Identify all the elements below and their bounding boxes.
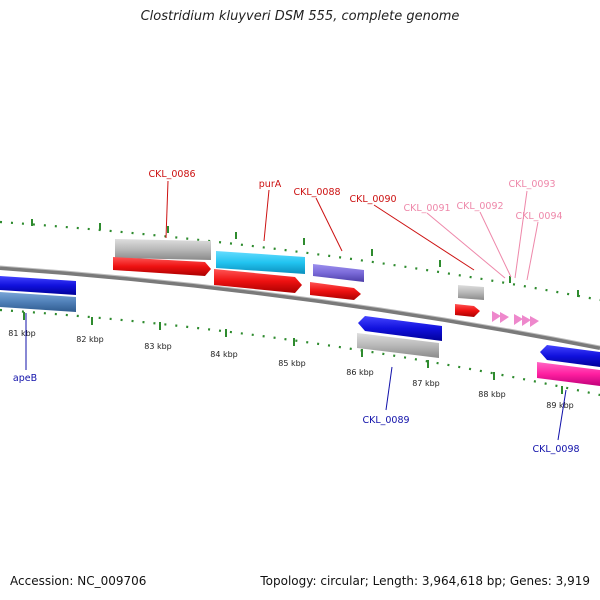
cds-arrow-ckl-0091[interactable] <box>492 311 501 322</box>
cds-arrow-ckl-0088[interactable] <box>310 282 361 300</box>
gene-label-ckl-0088[interactable]: CKL_0088 <box>293 187 340 198</box>
gene-bar-ckl-0098[interactable] <box>537 362 600 386</box>
small-gene-arrows <box>492 311 539 327</box>
scale-label: 88 kbp <box>478 390 506 399</box>
callout-line-ckl-0090 <box>373 204 475 271</box>
gene-label-ckl-0094[interactable]: CKL_0094 <box>515 211 562 222</box>
genome-backbone <box>0 266 600 350</box>
gene-bar-apeb[interactable] <box>0 292 76 312</box>
gene-label-ckl-0092[interactable]: CKL_0092 <box>456 201 503 212</box>
ruler-outer-major-ticks <box>31 219 579 297</box>
callout-line-ckl-0093 <box>514 190 528 279</box>
cds-arrow-apeb[interactable] <box>0 276 76 295</box>
cds-arrow-pura[interactable] <box>214 269 302 293</box>
callout-line-pura <box>263 189 270 242</box>
cds-arrow-ckl-0089[interactable] <box>358 316 442 341</box>
cds-arrow-ckl-0094[interactable] <box>522 315 531 326</box>
accession-label: Accession: NC_009706 <box>10 574 147 588</box>
scale-label: 81 kbp <box>8 329 36 338</box>
map-title: Clostridium kluyveri DSM 555, complete g… <box>140 9 460 24</box>
cds-arrow-ckl-0090[interactable] <box>455 304 480 317</box>
cds-arrow-ckl-0098[interactable] <box>540 345 600 367</box>
cds-arrow-ckl-0093[interactable] <box>514 314 523 325</box>
scale-label: 87 kbp <box>412 379 440 388</box>
gene-bar-pura[interactable] <box>216 251 305 274</box>
scale-label: 82 kbp <box>76 335 104 344</box>
gene-bar-ckl-0090[interactable] <box>458 285 484 300</box>
gene-bar-ckl-0089[interactable] <box>357 333 439 358</box>
ruler-inner <box>0 308 600 397</box>
callout-line-ckl-0089 <box>385 366 393 411</box>
gene-label-ckl-0098[interactable]: CKL_0098 <box>532 444 579 455</box>
topology-summary: Topology: circular; Length: 3,964,618 bp… <box>260 574 590 588</box>
callout-line-ckl-0088 <box>315 197 343 252</box>
callout-line-ckl-0098 <box>557 389 567 441</box>
gene-label-ckl-0089[interactable]: CKL_0089 <box>362 415 409 426</box>
scale-label: 84 kbp <box>210 350 238 359</box>
scale-label: 86 kbp <box>346 368 374 377</box>
callout-lines <box>25 180 567 441</box>
gene-label-apeb[interactable]: apeB <box>13 373 37 384</box>
gene-label-ckl-0093[interactable]: CKL_0093 <box>508 179 555 190</box>
callout-line-ckl-0092 <box>479 211 512 278</box>
scale-label: 83 kbp <box>144 342 172 351</box>
cds-arrow-ckl-0094b[interactable] <box>530 316 539 327</box>
scale-label: 89 kbp <box>546 401 574 410</box>
gene-bar-ckl-0086[interactable] <box>115 239 211 260</box>
gene-label-ckl-0091[interactable]: CKL_0091 <box>403 203 450 214</box>
gene-bar-ckl-0088[interactable] <box>313 264 364 282</box>
genome-backbone-highlight <box>0 265 600 347</box>
gene-label-ckl-0090[interactable]: CKL_0090 <box>349 194 396 205</box>
scale-labels: 81 kbp 82 kbp 83 kbp 84 kbp 85 kbp 86 kb… <box>8 329 574 410</box>
cds-arrow-ckl-0086[interactable] <box>113 257 211 276</box>
callout-line-ckl-0094 <box>526 221 539 281</box>
callout-line-ckl-0091 <box>426 212 506 279</box>
callout-line-ckl-0086 <box>165 180 169 239</box>
gene-labels: CKL_0086 purA CKL_0088 CKL_0090 CKL_0091… <box>13 169 580 455</box>
gene-label-pura[interactable]: purA <box>259 179 282 190</box>
ruler-inner-major-ticks <box>23 312 563 394</box>
scale-label: 85 kbp <box>278 359 306 368</box>
gene-label-ckl-0086[interactable]: CKL_0086 <box>148 169 195 180</box>
cds-arrow-ckl-0092[interactable] <box>500 312 509 323</box>
